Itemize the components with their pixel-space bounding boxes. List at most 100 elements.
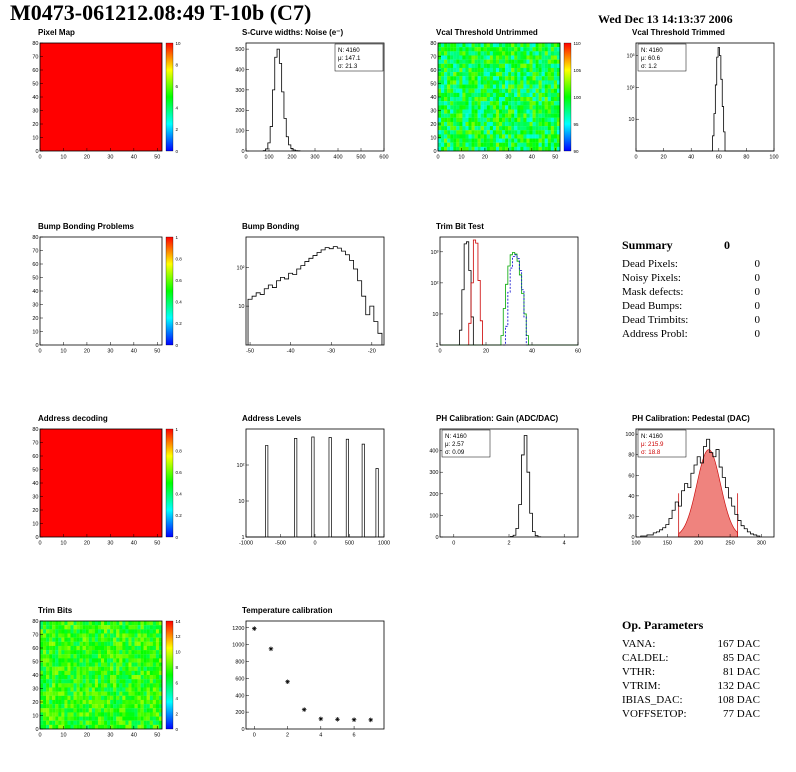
svg-text:70: 70 <box>32 249 38 255</box>
op-parameter-row: VOFFSETOP: 77 DAC <box>622 707 760 721</box>
chart-title: Address Levels <box>242 414 302 423</box>
svg-text:30: 30 <box>505 155 511 161</box>
svg-text:σ: 21.3: σ: 21.3 <box>338 63 358 70</box>
svg-text:40: 40 <box>628 494 634 500</box>
svg-text:40: 40 <box>32 289 38 295</box>
svg-text:-1000: -1000 <box>239 541 253 547</box>
svg-text:N: 4160: N: 4160 <box>641 47 663 54</box>
svg-text:0: 0 <box>433 149 436 155</box>
svg-text:10: 10 <box>32 522 38 528</box>
svg-text:0: 0 <box>176 343 179 348</box>
svg-text:30: 30 <box>107 349 113 355</box>
svg-text:0: 0 <box>38 541 41 547</box>
op-parameter-value: 108 DAC <box>717 694 760 706</box>
svg-text:400: 400 <box>235 67 244 73</box>
svg-text:0.6: 0.6 <box>176 278 183 283</box>
module-title: M0473-061212.08:49 T-10b (C7) <box>10 0 312 25</box>
svg-text:σ: 1.2: σ: 1.2 <box>641 63 657 70</box>
pane-ph-pedestal: PH Calibration: Pedestal (DAC) 100 150 200… <box>608 414 794 564</box>
chart-title: PH Calibration: Pedestal (DAC) <box>632 414 750 423</box>
svg-text:8: 8 <box>176 62 179 67</box>
svg-text:0.4: 0.4 <box>176 300 183 305</box>
svg-text:4: 4 <box>176 696 179 701</box>
svg-text:10: 10 <box>60 541 66 547</box>
svg-text:10: 10 <box>238 499 244 505</box>
svg-text:10: 10 <box>432 312 438 318</box>
timestamp: Wed Dec 13 14:13:37 2006 <box>598 12 733 26</box>
svg-text:30: 30 <box>430 109 436 115</box>
svg-text:40: 40 <box>529 155 535 161</box>
svg-text:10: 10 <box>458 155 464 161</box>
svg-text:40: 40 <box>131 541 137 547</box>
svg-text:50: 50 <box>32 660 38 666</box>
svg-text:20: 20 <box>84 155 90 161</box>
svg-text:40: 40 <box>32 481 38 487</box>
svg-text:500: 500 <box>235 47 244 53</box>
svg-text:2: 2 <box>176 127 179 132</box>
svg-text:-30: -30 <box>327 349 335 355</box>
svg-text:σ: 0.09: σ: 0.09 <box>445 449 465 456</box>
svg-text:4: 4 <box>176 106 179 111</box>
svg-text:500: 500 <box>356 155 365 161</box>
svg-text:30: 30 <box>32 495 38 501</box>
svg-text:100: 100 <box>264 155 273 161</box>
svg-text:0: 0 <box>176 727 179 732</box>
pane-address-levels: Address Levels -1000 -500 0 500 1000 1 10 10² <box>218 414 404 564</box>
svg-text:-50: -50 <box>246 349 254 355</box>
svg-text:12: 12 <box>176 634 182 639</box>
svg-text:20: 20 <box>32 316 38 322</box>
svg-text:10²: 10² <box>627 85 635 91</box>
op-parameters-header: Op. Parameters <box>622 618 760 633</box>
svg-text:N: 4160: N: 4160 <box>445 433 467 440</box>
svg-text:30: 30 <box>32 303 38 309</box>
svg-text:0: 0 <box>436 155 439 161</box>
svg-text:0: 0 <box>241 727 244 733</box>
svg-text:100: 100 <box>769 155 778 161</box>
svg-text:1200: 1200 <box>232 626 244 632</box>
svg-text:6: 6 <box>176 84 179 89</box>
svg-text:10: 10 <box>32 714 38 720</box>
chart-title: Vcal Threshold Trimmed <box>632 28 725 37</box>
svg-text:μ: 60.6: μ: 60.6 <box>641 55 661 62</box>
svg-text:1000: 1000 <box>378 541 390 547</box>
pane-address-decoding: Address decoding 1 0.8 0.6 0.4 0.2 0 0 10 20 30 40… <box>14 414 200 564</box>
summary-title: Summary <box>622 238 673 252</box>
svg-text:0: 0 <box>35 535 38 541</box>
svg-text:0: 0 <box>38 155 41 161</box>
svg-text:250: 250 <box>725 541 734 547</box>
bump-bonding-histogram: -50 -40 -30 -20 10 10² <box>237 236 385 355</box>
svg-text:30: 30 <box>32 109 38 115</box>
svg-text:70: 70 <box>430 55 436 61</box>
pane-vcal-untrimmed: Vcal Threshold Untrimmed 110 105 100 95 90 0 1… <box>412 28 598 178</box>
svg-text:50: 50 <box>32 82 38 88</box>
svg-text:10: 10 <box>628 117 634 123</box>
svg-text:500: 500 <box>345 541 354 547</box>
svg-text:400: 400 <box>429 449 438 455</box>
svg-text:4: 4 <box>563 541 566 547</box>
svg-text:50: 50 <box>154 541 160 547</box>
svg-text:10: 10 <box>60 733 66 739</box>
svg-text:40: 40 <box>688 155 694 161</box>
svg-text:μ: 2.57: μ: 2.57 <box>445 441 465 448</box>
pane-scurve-noise: S-Curve widths: Noise (e⁻) 0 100 200 300 400… <box>218 28 404 178</box>
svg-text:30: 30 <box>107 541 113 547</box>
svg-text:0: 0 <box>241 149 244 155</box>
svg-text:70: 70 <box>32 633 38 639</box>
svg-text:100: 100 <box>631 541 640 547</box>
svg-text:80: 80 <box>32 427 38 433</box>
address-levels-histogram: -1000 -500 0 500 1000 1 10 10² <box>237 428 390 547</box>
chart-title: Vcal Threshold Untrimmed <box>436 28 538 37</box>
svg-text:μ: 215.9: μ: 215.9 <box>641 441 664 448</box>
svg-text:40: 40 <box>131 349 137 355</box>
trim-bit-test-histogram: 0 20 40 60 1 10 10² 10³ <box>431 236 581 355</box>
pane-trim-bits: Trim Bits 14 12 10 8 6 4 2 0 0 10 20 30 40 50 0 10 20 30 4… <box>14 606 200 756</box>
svg-text:200: 200 <box>235 108 244 114</box>
pane-bump-bonding-problems: Bump Bonding Problems 1 0.8 0.6 0.4 0.2 0 0 10 2… <box>14 222 200 372</box>
svg-text:105: 105 <box>574 68 582 73</box>
summary-row: Dead Pixels: 0 <box>622 257 760 271</box>
summary-row-label: Dead Pixels: <box>622 258 678 270</box>
svg-text:50: 50 <box>32 276 38 282</box>
svg-text:60: 60 <box>628 473 634 479</box>
